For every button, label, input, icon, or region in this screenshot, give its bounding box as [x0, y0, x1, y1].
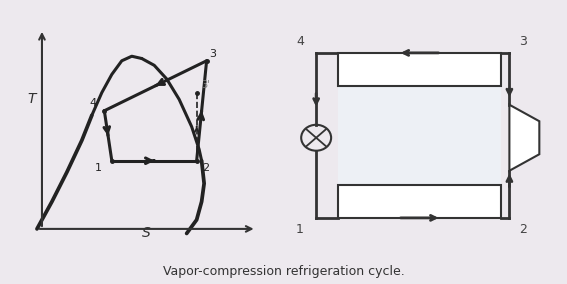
Text: S: S: [142, 226, 151, 240]
Bar: [338, 86, 501, 185]
Text: 4: 4: [296, 35, 304, 48]
Text: 3: 3: [519, 35, 527, 48]
Text: 3: 3: [209, 49, 216, 59]
Text: 4: 4: [90, 99, 97, 108]
Text: 1: 1: [296, 223, 304, 236]
Bar: [338, 185, 501, 218]
Bar: [338, 53, 501, 86]
Text: Vapor-compression refrigeration cycle.: Vapor-compression refrigeration cycle.: [163, 265, 404, 278]
Text: 3': 3': [202, 80, 210, 90]
Polygon shape: [509, 105, 539, 171]
Text: T: T: [27, 92, 36, 106]
Text: 2: 2: [519, 223, 527, 236]
Text: 2: 2: [202, 163, 209, 173]
Text: 1: 1: [95, 163, 102, 173]
